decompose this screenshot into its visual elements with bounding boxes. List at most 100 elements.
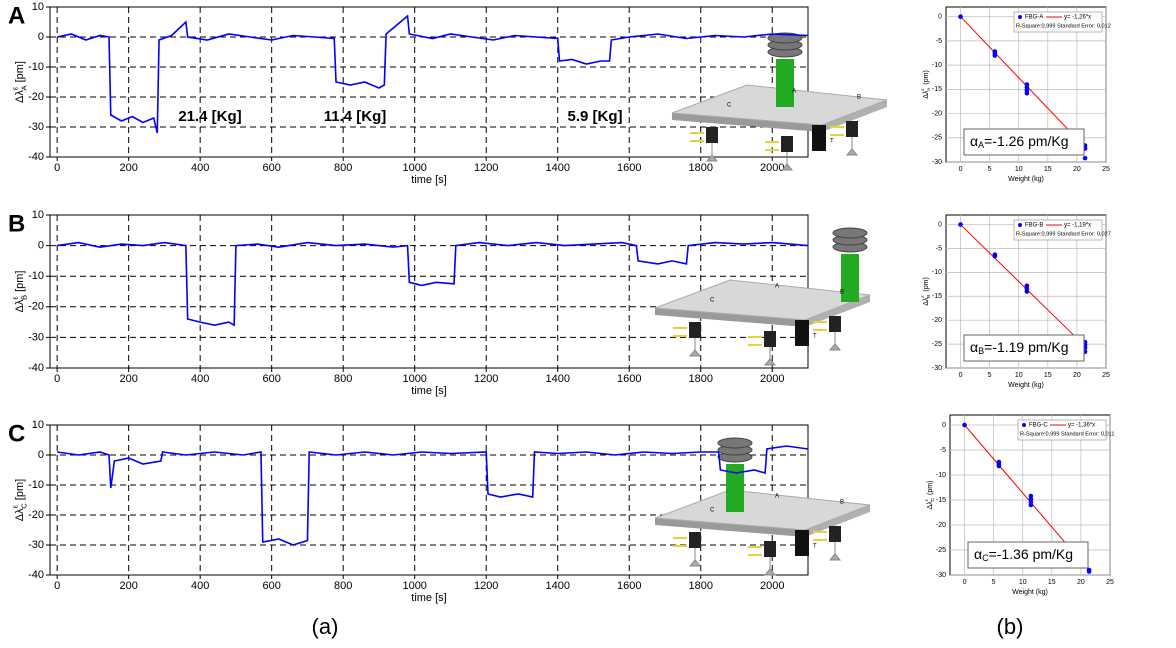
text: =-1.26 pm/Kg	[984, 133, 1068, 149]
platform-top	[654, 489, 871, 531]
plot-area	[49, 424, 809, 576]
symbol: α	[974, 546, 982, 562]
x-tick-label: 5	[988, 166, 992, 173]
x-tick-label: 1600	[617, 373, 641, 385]
y-tick-label: -20	[28, 509, 44, 521]
x-tick-label: 1200	[474, 373, 498, 385]
x-tick-label: 800	[334, 162, 352, 174]
x-tick-label: 15	[1048, 579, 1056, 586]
text: =-1.36 pm/Kg	[989, 546, 1073, 562]
inset-label: B	[840, 290, 844, 296]
alpha-box	[967, 541, 1089, 569]
legend-stats: R-Square:0,999 Standard Error: 0,011	[1020, 431, 1114, 437]
y-tick-label: 10	[32, 419, 44, 431]
legend-marker	[1018, 15, 1022, 19]
panel-letter: C	[8, 420, 25, 447]
sensor	[829, 316, 841, 332]
x-tick-label: 200	[119, 373, 137, 385]
y-axis-label: ΔλεC [pm]	[11, 479, 29, 521]
y-tick-label: -40	[28, 569, 44, 581]
legend-label: FBG-A	[1025, 15, 1043, 21]
x-tick-label: 15	[1044, 166, 1052, 173]
platform-side	[655, 518, 805, 537]
sensor	[829, 526, 841, 542]
x-tick-label: 200	[119, 162, 137, 174]
leg	[828, 332, 842, 351]
x-tick-label: 5	[992, 579, 996, 586]
load-disc	[717, 437, 753, 449]
y-tick-label: -10	[28, 61, 44, 73]
sensor	[781, 136, 793, 152]
sensor	[689, 532, 701, 548]
sup: ε	[921, 295, 926, 298]
alpha-label: αA=-1.26 pm/Kg	[970, 133, 1069, 151]
x-tick-label: 2000	[760, 162, 784, 174]
coil	[830, 126, 844, 136]
x-tick-label: 2000	[760, 580, 784, 592]
x-tick-label: 1800	[688, 162, 712, 174]
point	[1024, 90, 1030, 96]
plot-area	[49, 214, 809, 369]
inset-drawing: A B C T	[654, 437, 871, 576]
platform-side	[822, 100, 887, 132]
sup: ε	[11, 86, 20, 90]
symbol: Δλ	[923, 90, 930, 99]
x-tick-label: 1000	[402, 373, 426, 385]
symbol: Δλ	[14, 299, 26, 312]
x-tick-label: 20	[1073, 166, 1081, 173]
caption: (a)	[312, 614, 339, 639]
y-tick-label: -30	[932, 365, 942, 372]
point	[992, 53, 998, 58]
x-tick-label: 1400	[545, 162, 569, 174]
y-axis-label: ΔλεA [pm]	[11, 61, 29, 103]
y-tick-label: -20	[932, 317, 942, 324]
x-tick-label: 1400	[545, 580, 569, 592]
fit-line	[960, 224, 1086, 347]
y-tick-label: 10	[32, 209, 44, 221]
x-tick-label: 1800	[688, 373, 712, 385]
sup: ε	[921, 88, 926, 91]
y-tick-label: -20	[936, 522, 946, 529]
x-tick-label: 200	[119, 580, 137, 592]
inset-label: A	[792, 89, 796, 95]
unit: [pm]	[14, 479, 26, 500]
x-tick-label: 600	[262, 162, 280, 174]
legend-marker	[1018, 223, 1022, 227]
inset-label: B	[857, 95, 861, 101]
sub: C	[930, 498, 936, 502]
point	[1086, 569, 1092, 574]
y-axis-label: ΔλεB [pm]	[11, 271, 29, 313]
leg	[763, 557, 777, 576]
point	[1082, 155, 1088, 161]
x-axis-label: time [s]	[411, 174, 446, 186]
sub: A	[19, 85, 28, 91]
legend	[1013, 11, 1103, 33]
coil	[813, 321, 827, 331]
inset-drawing: A B C T	[671, 32, 888, 171]
y-tick-label: -10	[932, 269, 942, 276]
x-axis-label: time [s]	[411, 592, 446, 604]
inset-label: C	[710, 298, 715, 304]
y-tick-label: -30	[28, 121, 44, 133]
y-tick-label: 0	[38, 449, 44, 461]
sup: ε	[11, 296, 20, 300]
coil	[765, 141, 779, 151]
x-tick-label: 20	[1073, 372, 1081, 379]
y-tick-label: -15	[932, 293, 942, 300]
x-tick-label: 1400	[545, 373, 569, 385]
inset-label: T	[813, 334, 817, 340]
unit: (pm)	[923, 277, 930, 291]
x-tick-label: 25	[1102, 166, 1110, 173]
x-tick-label: 0	[959, 166, 963, 173]
x-axis-label: Weight (kg)	[1008, 176, 1044, 183]
x-tick-label: 1600	[617, 580, 641, 592]
point	[992, 253, 998, 259]
x-tick-label: 0	[963, 579, 967, 586]
y-tick-label: 0	[942, 422, 946, 429]
inset-label: T	[830, 139, 834, 145]
legend-stats: R-Square:0,999 Standard Error: 0,012	[1016, 23, 1111, 29]
sub: B	[978, 346, 984, 356]
x-tick-label: 0	[54, 580, 60, 592]
y-tick-label: -30	[932, 159, 942, 166]
